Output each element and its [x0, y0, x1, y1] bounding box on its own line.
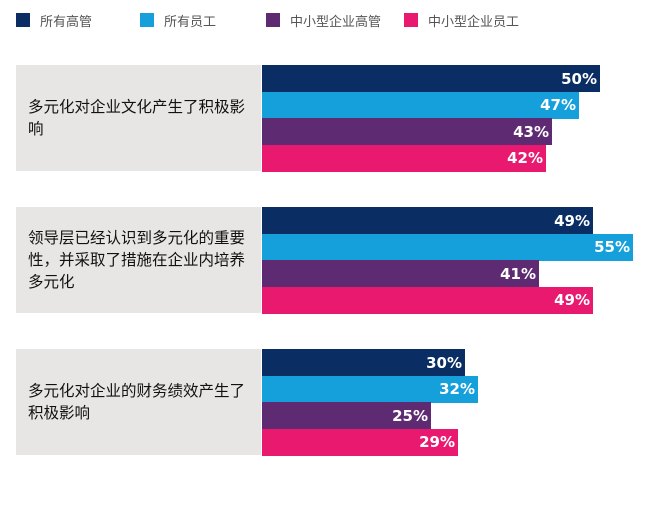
legend-item-1: 所有高管 — [16, 10, 92, 30]
category-box-2: 领导层已经认识到多元化的重要性，并采取了措施在企业内培养多元化 — [16, 207, 261, 313]
bar-value-label: 30% — [426, 353, 462, 372]
legend-label: 所有高管 — [40, 14, 93, 30]
bar-3-3: 25% — [262, 402, 431, 429]
bar-3-2: 32% — [262, 375, 478, 403]
bar-value-label: 49% — [554, 291, 590, 309]
category-label: 多元化对企业文化产生了积极影响 — [28, 98, 246, 138]
legend-label: 中小型企业员工 — [428, 14, 520, 30]
bar-value-label: 50% — [561, 69, 597, 88]
bar-value-label: 25% — [392, 406, 428, 425]
bar-2-1: 49% — [262, 207, 593, 234]
bar-value-label: 49% — [554, 211, 590, 230]
bar-2-4: 49% — [262, 286, 593, 314]
legend-item-3: 中小型企业高管 — [266, 10, 381, 30]
legend-swatch — [16, 13, 30, 27]
bar-value-label: 47% — [540, 96, 576, 114]
bar-1-4: 42% — [262, 144, 546, 172]
legend-label: 中小型企业高管 — [290, 14, 382, 30]
legend-swatch — [266, 13, 280, 27]
legend-label: 所有员工 — [164, 14, 217, 30]
bar-value-label: 55% — [594, 238, 630, 256]
bar-value-label: 43% — [513, 122, 549, 141]
bar-value-label: 29% — [419, 433, 455, 451]
legend-swatch — [140, 13, 154, 27]
legend-item-4: 中小型企业员工 — [404, 10, 519, 30]
bar-2-2: 55% — [262, 233, 633, 261]
bar-2-3: 41% — [262, 260, 539, 287]
category-label: 多元化对企业的财务绩效产生了积极影响 — [28, 382, 246, 422]
bar-3-1: 30% — [262, 349, 465, 376]
bar-value-label: 42% — [507, 149, 543, 167]
legend-swatch — [404, 13, 418, 27]
legend-item-2: 所有员工 — [140, 10, 216, 30]
bar-1-3: 43% — [262, 118, 552, 145]
legend: 所有高管 所有员工 中小型企业高管 中小型企业员工 — [0, 0, 668, 40]
category-box-1: 多元化对企业文化产生了积极影响 — [16, 65, 261, 171]
bar-value-label: 41% — [500, 264, 536, 283]
bar-1-1: 50% — [262, 65, 600, 92]
category-label: 领导层已经认识到多元化的重要性，并采取了措施在企业内培养多元化 — [28, 229, 246, 291]
bar-1-2: 47% — [262, 91, 579, 119]
bar-value-label: 32% — [439, 380, 475, 398]
category-box-3: 多元化对企业的财务绩效产生了积极影响 — [16, 349, 261, 455]
bar-3-4: 29% — [262, 428, 458, 456]
